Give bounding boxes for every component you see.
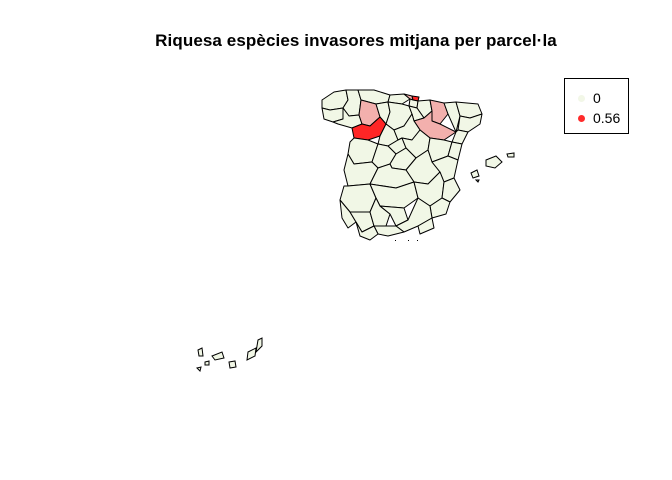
- island-tenerife: [211, 351, 225, 361]
- ceuta-melilla: [395, 240, 418, 241]
- island-la-palma: [197, 347, 204, 357]
- province-cadiz: [355, 221, 379, 241]
- island-fuerteventura: [246, 347, 257, 361]
- province-cantabria: [387, 93, 411, 105]
- balearic-islands: [470, 152, 515, 183]
- island-ibiza: [470, 169, 480, 179]
- legend: 0 0.56: [564, 78, 629, 134]
- island-el-hierro: [196, 366, 202, 372]
- dot-1: [395, 240, 396, 241]
- province-tarragona: [451, 129, 469, 145]
- legend-item-1: 0.56: [565, 109, 620, 127]
- canary-islands: [196, 337, 263, 372]
- island-gran-canaria: [228, 360, 237, 369]
- island-formentera: [474, 179, 480, 183]
- province-alicante: [441, 177, 461, 203]
- province-almeria: [417, 217, 435, 235]
- island-la-gomera: [204, 360, 210, 366]
- legend-item-0: 0: [565, 89, 601, 107]
- province-huelva: [339, 199, 357, 229]
- legend-swatch: [578, 94, 585, 102]
- map-title: Riquesa espècies invasores mitjana per p…: [155, 31, 557, 50]
- legend-label: 0.56: [593, 110, 621, 126]
- legend-label: 0: [593, 90, 601, 106]
- island-menorca: [506, 152, 515, 158]
- island-mallorca: [485, 155, 503, 169]
- province-granada: [395, 197, 433, 233]
- dot-2: [408, 240, 409, 241]
- province-lleida: [443, 101, 461, 133]
- island-lanzarote: [255, 337, 263, 354]
- legend-swatch: [578, 114, 585, 122]
- mainland-provinces: [321, 89, 483, 241]
- dot-3: [417, 240, 418, 241]
